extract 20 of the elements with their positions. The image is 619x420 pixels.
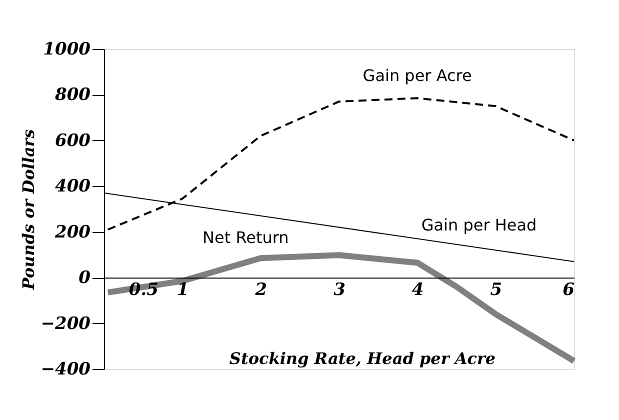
- x-tick-label: 5: [490, 280, 502, 300]
- y-tick-label: 200: [54, 222, 91, 242]
- y-tick-label: 800: [55, 85, 91, 106]
- y-tick-label: 400: [55, 176, 91, 197]
- x-tick-label: 6: [562, 280, 575, 300]
- x-tick-label: 3: [334, 280, 346, 300]
- x-axis-title: Stocking Rate, Head per Acre: [229, 349, 496, 368]
- y-tick-label: −200: [40, 314, 91, 334]
- y-tick-label: 0: [78, 268, 91, 288]
- x-tick-label: 2: [254, 280, 268, 300]
- x-tick-label: 1: [176, 280, 189, 300]
- x-tick-label: 4: [412, 280, 424, 300]
- y-tick-label: −400: [40, 360, 91, 380]
- y-axis-title: Pounds or Dollars: [18, 129, 38, 291]
- series-label: Gain per Head: [421, 216, 537, 235]
- y-tick-label: 600: [55, 130, 91, 151]
- series-label: Gain per Acre: [362, 66, 472, 86]
- x-tick-label: 0.5: [128, 280, 158, 300]
- y-tick-label: 1000: [43, 40, 91, 60]
- series-label: Net Return: [202, 228, 289, 248]
